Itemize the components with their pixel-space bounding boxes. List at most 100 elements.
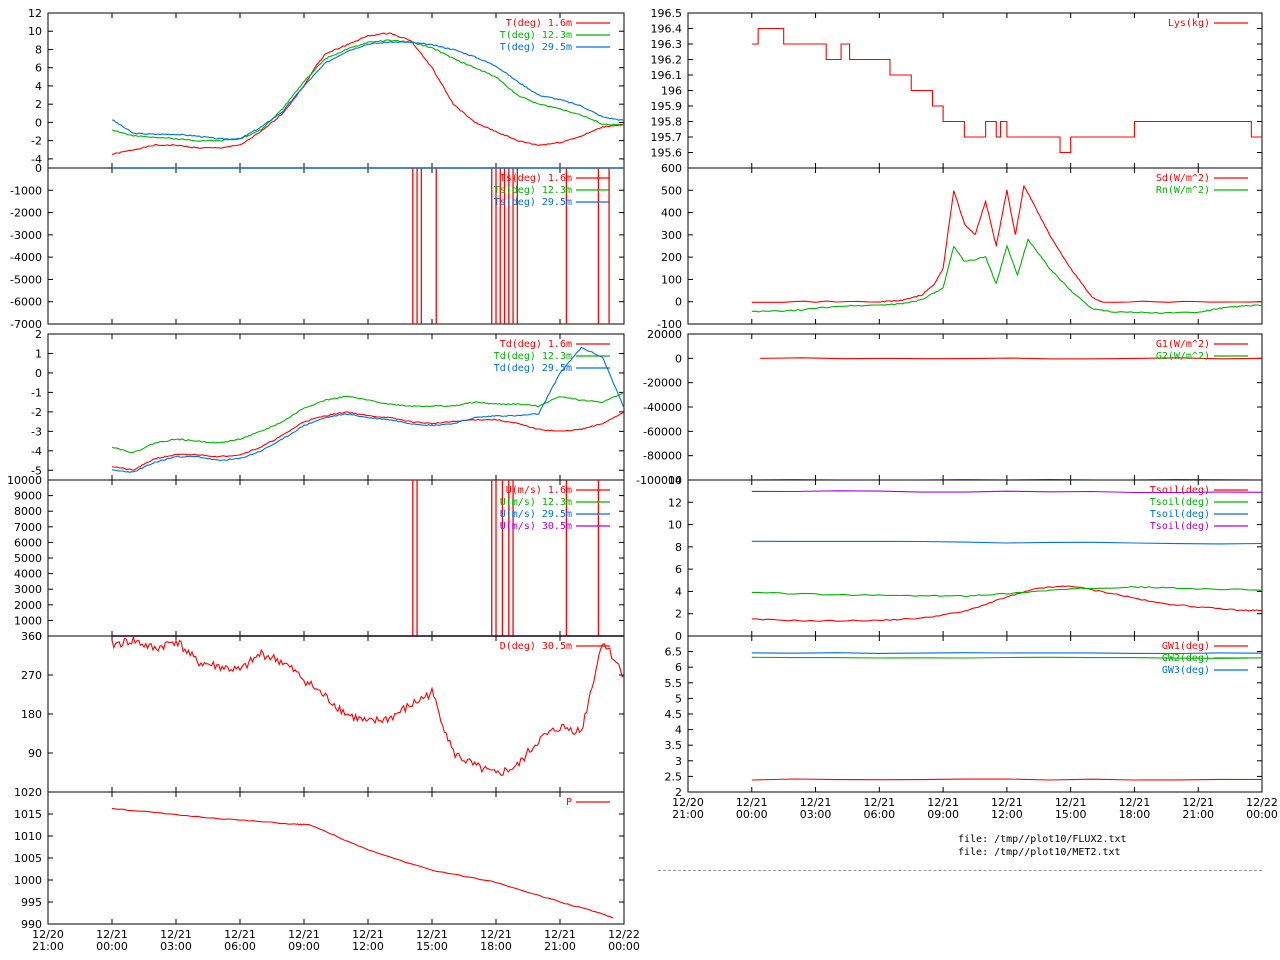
x-tick-date-label: 12/21 xyxy=(863,796,895,809)
y-tick-label: -5 xyxy=(31,464,42,477)
plot-frame xyxy=(47,791,625,925)
file-label-met: file: /tmp//plot10/MET2.txt xyxy=(958,847,1121,858)
series-line xyxy=(760,357,1263,360)
y-tick-label: 600 xyxy=(661,162,682,175)
legend-label: GW2(deg) xyxy=(1162,653,1210,664)
y-tick-label: 8 xyxy=(675,541,682,554)
x-tick-date-label: 12/21 xyxy=(736,796,768,809)
y-tick-label: 0 xyxy=(675,296,682,309)
y-tick-label: 196.5 xyxy=(651,7,683,20)
y-tick-label: 1000 xyxy=(14,874,42,887)
y-tick-label: 990 xyxy=(21,918,42,931)
y-tick-label: 200 xyxy=(661,251,682,264)
series-line xyxy=(111,411,625,471)
series-line xyxy=(111,32,625,155)
x-tick-date-label: 12/20 xyxy=(32,928,64,941)
y-tick-label: -20000 xyxy=(643,377,682,390)
y-tick-label: 10 xyxy=(668,519,682,532)
series-line xyxy=(111,346,625,473)
legend-label: Sd(W/m^2) xyxy=(1156,173,1210,184)
legend-label: U(m/s) 12.3m xyxy=(500,497,572,508)
series-line xyxy=(751,656,1263,659)
y-tick-label: 196 xyxy=(661,85,682,98)
y-tick-label: -40000 xyxy=(643,401,682,414)
x-tick-time-label: 06:00 xyxy=(863,808,895,821)
y-tick-label: -100 xyxy=(657,318,682,331)
y-tick-label: -7000 xyxy=(10,318,42,331)
legend-label: Rn(W/m^2) xyxy=(1156,185,1210,196)
y-tick-label: 6 xyxy=(35,62,42,75)
series-line xyxy=(751,490,1263,494)
series-line xyxy=(751,585,1263,622)
x-tick-date-label: 12/21 xyxy=(544,928,576,941)
x-tick-time-label: 21:00 xyxy=(672,808,704,821)
y-tick-label: 195.7 xyxy=(651,131,683,144)
y-tick-label: 3000 xyxy=(14,583,42,596)
x-tick-date-label: 12/21 xyxy=(224,928,256,941)
y-tick-label: -3000 xyxy=(10,229,42,242)
y-tick-label: 6 xyxy=(675,661,682,674)
series-line xyxy=(751,27,1262,154)
y-tick-label: 90 xyxy=(28,747,42,760)
y-tick-label: -4 xyxy=(31,153,42,166)
y-tick-label: 4 xyxy=(675,585,682,598)
series-line xyxy=(751,540,1263,545)
legend-label: G2(W/m^2) xyxy=(1156,351,1210,362)
y-tick-label: 10 xyxy=(28,25,42,38)
plot-frame xyxy=(47,635,625,793)
legend-label: Tsoil(deg) xyxy=(1150,509,1210,520)
legend-label: G1(W/m^2) xyxy=(1156,339,1210,350)
x-tick-date-label: 12/21 xyxy=(1119,796,1151,809)
divider xyxy=(658,870,1262,871)
y-tick-label: -2000 xyxy=(10,207,42,220)
y-tick-label: 5000 xyxy=(14,552,42,565)
y-tick-label: 1005 xyxy=(14,852,42,865)
file-list: file: /tmp//plot10/FLUX2.txt file: /tmp/… xyxy=(958,833,1127,859)
legend-label: U(m/s) 29.5m xyxy=(500,509,572,520)
plot-frame xyxy=(687,167,1263,325)
y-tick-label: 7000 xyxy=(14,521,42,534)
series-line xyxy=(751,185,1263,303)
plot-frame xyxy=(687,12,1263,169)
y-tick-label: -60000 xyxy=(643,425,682,438)
y-tick-label: 0 xyxy=(35,367,42,380)
y-tick-label: -4 xyxy=(31,445,42,458)
x-tick-date-label: 12/20 xyxy=(672,796,704,809)
y-tick-label: 9000 xyxy=(14,490,42,503)
legend-label: Ts(deg) 1.6m xyxy=(500,173,572,184)
y-tick-label: 10000 xyxy=(7,474,42,487)
legend-label: Ts(deg) 12.3m xyxy=(494,185,572,196)
series-line xyxy=(751,585,1263,597)
y-tick-label: 6000 xyxy=(14,536,42,549)
y-tick-label: 12 xyxy=(28,7,42,20)
x-tick-date-label: 12/22 xyxy=(608,928,640,941)
y-tick-label: 195.6 xyxy=(651,147,683,160)
y-tick-label: 196.3 xyxy=(651,38,683,51)
y-tick-label: -3 xyxy=(31,425,42,438)
y-tick-label: 195.8 xyxy=(651,116,683,129)
y-tick-label: 12 xyxy=(668,496,682,509)
legend-label: GW1(deg) xyxy=(1162,641,1210,652)
y-tick-label: 4 xyxy=(35,80,42,93)
y-tick-label: -6000 xyxy=(10,296,42,309)
x-tick-time-label: 06:00 xyxy=(224,940,256,953)
y-tick-label: 100 xyxy=(661,273,682,286)
y-tick-label: 8 xyxy=(35,43,42,56)
legend-label: Tsoil(deg) xyxy=(1150,485,1210,496)
x-tick-time-label: 21:00 xyxy=(1182,808,1214,821)
y-tick-label: 14 xyxy=(668,474,682,487)
legend-label: Td(deg) 1.6m xyxy=(500,339,572,350)
y-tick-label: 195.9 xyxy=(651,100,683,113)
y-tick-label: -5000 xyxy=(10,273,42,286)
y-tick-label: 4 xyxy=(675,724,682,737)
y-tick-label: 1015 xyxy=(14,808,42,821)
x-tick-date-label: 12/21 xyxy=(480,928,512,941)
legend-label: T(deg) 29.5m xyxy=(500,42,572,53)
y-tick-label: 196.1 xyxy=(651,69,683,82)
legend-label: T(deg) 12.3m xyxy=(500,30,572,41)
x-tick-date-label: 12/21 xyxy=(800,796,832,809)
x-tick-date-label: 12/22 xyxy=(1246,796,1278,809)
y-tick-label: 6.5 xyxy=(665,646,683,659)
y-tick-label: 2 xyxy=(35,98,42,111)
